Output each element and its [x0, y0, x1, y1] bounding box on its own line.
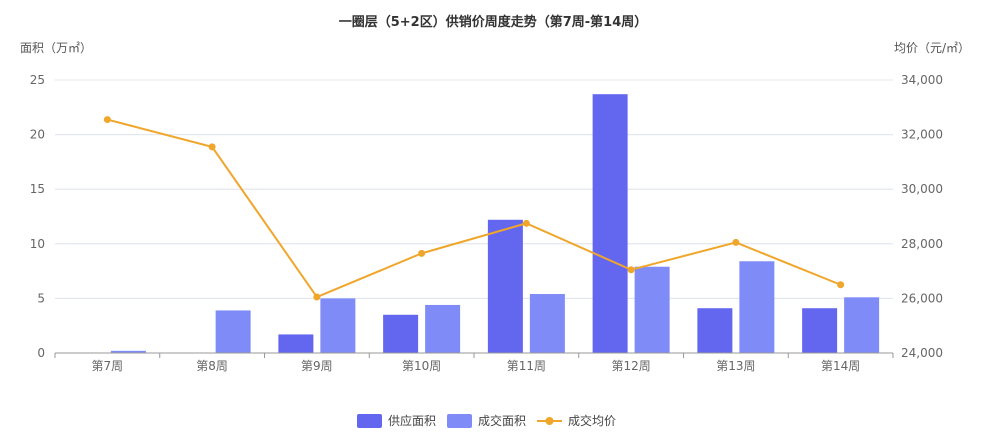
- price-point: [103, 116, 111, 124]
- legend-swatch: [447, 414, 472, 428]
- price-line: [107, 118, 841, 299]
- legend-sales[interactable]: 成交面积: [447, 413, 526, 428]
- legend-label: 成交面积: [478, 413, 526, 428]
- legend-swatch: [357, 414, 382, 428]
- y-left-tick-label: 10: [30, 237, 45, 251]
- y-right-tick-label: 32,000: [901, 128, 943, 142]
- x-tick-label: 第12周: [611, 359, 650, 373]
- x-tick-label: 第8周: [196, 359, 228, 373]
- x-tick-label: 第10周: [402, 359, 441, 373]
- supply-bar: [592, 94, 628, 354]
- bar-series: [110, 94, 880, 354]
- price-point: [837, 281, 845, 289]
- y-left-tick-label: 25: [30, 73, 45, 87]
- supply-bar: [802, 308, 838, 353]
- line-series: [103, 116, 845, 301]
- price-point: [627, 266, 635, 274]
- sales-bar: [425, 304, 461, 353]
- right-axis-label: 均价（元/㎡）: [894, 41, 970, 55]
- y-left-tick-label: 15: [30, 182, 45, 196]
- price-point: [313, 293, 321, 301]
- sales-bar: [844, 297, 880, 353]
- sales-bar: [110, 350, 146, 353]
- legend-price[interactable]: 成交均价: [537, 413, 616, 428]
- legend-swatch-dot: [545, 417, 554, 425]
- y-right-tick-label: 30,000: [901, 182, 943, 196]
- supply-bar: [278, 334, 314, 353]
- sales-bar: [215, 310, 251, 353]
- price-point: [732, 238, 740, 246]
- legend-label: 成交均价: [568, 413, 616, 428]
- legend-label: 供应面积: [388, 413, 436, 428]
- y-left-tick-label: 0: [37, 346, 45, 360]
- y-right-tick-label: 24,000: [901, 346, 943, 360]
- sales-bar: [529, 294, 565, 353]
- y-left-tick-label: 5: [37, 291, 45, 305]
- price-point: [418, 249, 426, 257]
- price-point: [522, 219, 530, 227]
- supply-bar: [697, 308, 733, 353]
- chart-title: 一圈层（5+2区）供销价周度走势（第7周-第14周）: [339, 14, 648, 30]
- supply-bar: [383, 314, 419, 353]
- sales-bar: [320, 298, 356, 353]
- sales-bar: [634, 266, 670, 353]
- x-tick-label: 第7周: [92, 359, 124, 373]
- axes: 0 5 10 15 20 25 24,000 26,000 28,000 30,000 32,000…: [30, 73, 943, 373]
- x-tick-label: 第11周: [507, 359, 546, 373]
- y-right-tick-label: 28,000: [901, 237, 943, 251]
- x-tick-label: 第13周: [716, 359, 755, 373]
- grid-lines: [55, 79, 893, 299]
- y-right-tick-label: 34,000: [901, 73, 943, 87]
- price-point: [208, 143, 216, 151]
- x-tick-label: 第14周: [821, 359, 860, 373]
- sales-bar: [739, 261, 775, 353]
- y-left-tick-label: 20: [30, 128, 45, 142]
- legend[interactable]: 供应面积 成交面积 成交均价: [357, 413, 616, 428]
- legend-supply[interactable]: 供应面积: [357, 413, 436, 428]
- x-tick-label: 第9周: [301, 359, 333, 373]
- supply-bar: [487, 219, 523, 353]
- y-right-tick-label: 26,000: [901, 291, 943, 305]
- left-axis-label: 面积（万㎡）: [20, 41, 92, 55]
